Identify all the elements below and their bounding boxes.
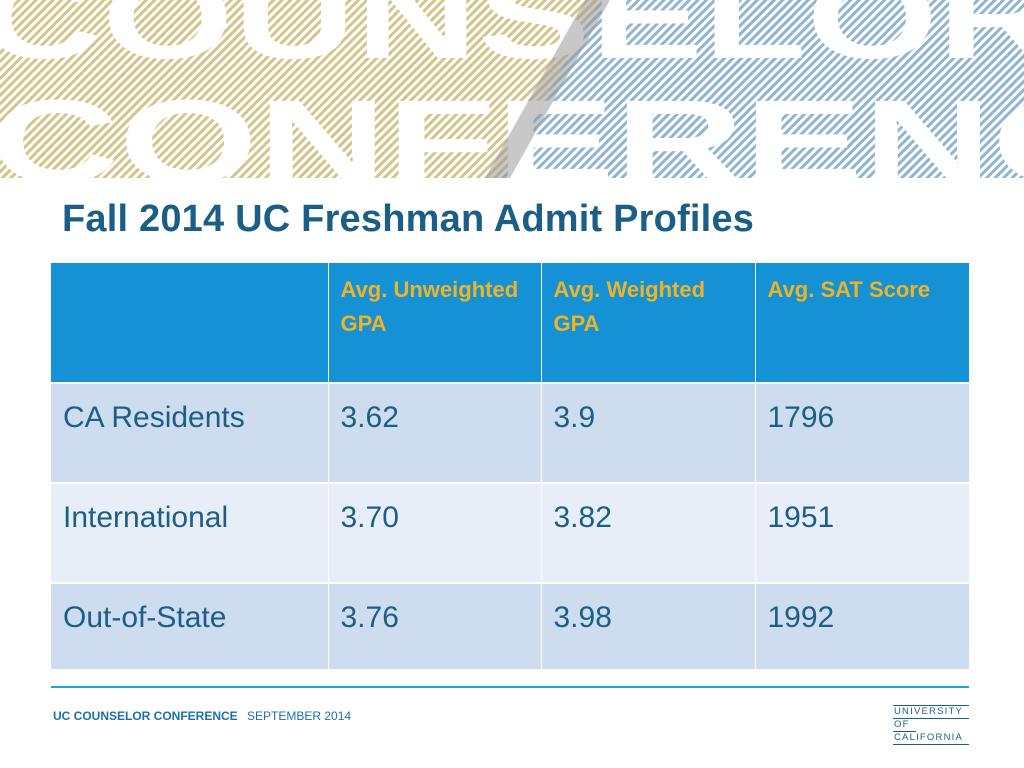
table-row: International 3.70 3.82 1951 [51, 483, 969, 584]
banner-word-bottom-blue: CONFERENCE [0, 76, 1024, 178]
header-cell-sat-score: Avg. SAT Score [755, 263, 969, 384]
footer-conference-name: UC COUNSELOR CONFERENCE [53, 709, 238, 723]
banner-word-top-gold: COUNSELOR [0, 0, 1024, 84]
slide-title: Fall 2014 UC Freshman Admit Profiles [62, 198, 755, 240]
footer: UC COUNSELOR CONFERENCE SEPTEMBER 2014 [53, 709, 351, 723]
header-cell-weighted-gpa: Avg. Weighted GPA [541, 263, 756, 384]
weighted-gpa-cell: 3.98 [541, 583, 756, 669]
logo-line-california: CALIFORNIA [893, 732, 969, 745]
sat-score-cell: 1796 [755, 383, 969, 484]
header-cell-unweighted-gpa: Avg. Unweighted GPA [328, 263, 542, 384]
university-of-california-logo: UNIVERSITY OF CALIFORNIA [893, 705, 969, 745]
weighted-gpa-cell: 3.9 [541, 383, 756, 484]
admit-profiles-table: Avg. Unweighted GPA Avg. Weighted GPA Av… [51, 263, 969, 669]
unweighted-gpa-cell: 3.62 [328, 383, 542, 484]
banner-graphic: COUNSELOR CONFERENCE COUNSELOR CONFERENC… [0, 0, 1024, 178]
row-label: International [51, 483, 329, 584]
sat-score-cell: 1992 [755, 583, 969, 669]
logo-line-university: UNIVERSITY [893, 705, 969, 719]
sat-score-cell: 1951 [755, 483, 969, 584]
footer-divider [51, 686, 969, 688]
row-label: Out-of-State [51, 583, 329, 669]
header-cell-blank [51, 263, 329, 384]
table-row: Out-of-State 3.76 3.98 1992 [51, 583, 969, 669]
table-header-row: Avg. Unweighted GPA Avg. Weighted GPA Av… [51, 263, 969, 384]
logo-line-of: OF [893, 719, 916, 732]
table-row: CA Residents 3.62 3.9 1796 [51, 383, 969, 484]
row-label: CA Residents [51, 383, 329, 484]
unweighted-gpa-cell: 3.76 [328, 583, 542, 669]
weighted-gpa-cell: 3.82 [541, 483, 756, 584]
footer-date: SEPTEMBER 2014 [247, 709, 352, 723]
unweighted-gpa-cell: 3.70 [328, 483, 542, 584]
